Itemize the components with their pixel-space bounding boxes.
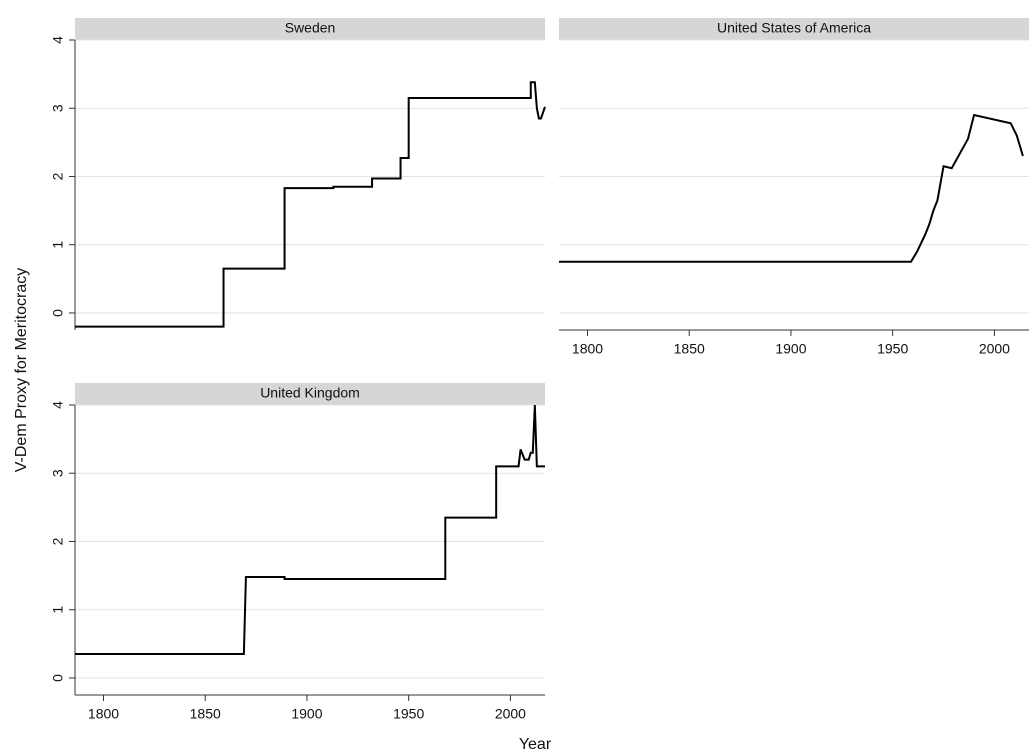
y-tick-label: 0 [50, 674, 66, 682]
panel-title: United States of America [717, 20, 871, 36]
x-tick-label: 1850 [190, 706, 221, 722]
data-line [559, 113, 1024, 263]
x-tick-label: 1800 [572, 341, 603, 357]
y-tick-label: 3 [50, 469, 66, 477]
panel-title: Sweden [285, 20, 336, 36]
y-tick-label: 3 [50, 104, 66, 112]
panel-strip [75, 18, 545, 40]
y-tick-label: 0 [50, 309, 66, 317]
y-axis-label: V-Dem Proxy for Meritocracy [13, 268, 30, 472]
y-tick-label: 4 [50, 401, 66, 409]
x-tick-label: 1800 [88, 706, 119, 722]
x-tick-label: 2000 [979, 341, 1010, 357]
x-axis-label: Year [519, 736, 552, 753]
data-line [75, 81, 546, 328]
x-tick-label: 2000 [495, 706, 526, 722]
data-line [75, 404, 545, 656]
x-tick-label: 1950 [393, 706, 424, 722]
y-tick-label: 2 [50, 537, 66, 545]
panel-title: United Kingdom [260, 385, 360, 401]
x-tick-label: 1900 [775, 341, 806, 357]
x-tick-label: 1900 [291, 706, 322, 722]
y-tick-label: 1 [50, 241, 66, 249]
y-tick-label: 2 [50, 172, 66, 180]
y-tick-label: 1 [50, 606, 66, 614]
panel-strip [559, 18, 1029, 40]
x-tick-label: 1950 [877, 341, 908, 357]
panel-strip [75, 383, 545, 405]
y-tick-label: 4 [50, 36, 66, 44]
x-tick-label: 1850 [674, 341, 705, 357]
